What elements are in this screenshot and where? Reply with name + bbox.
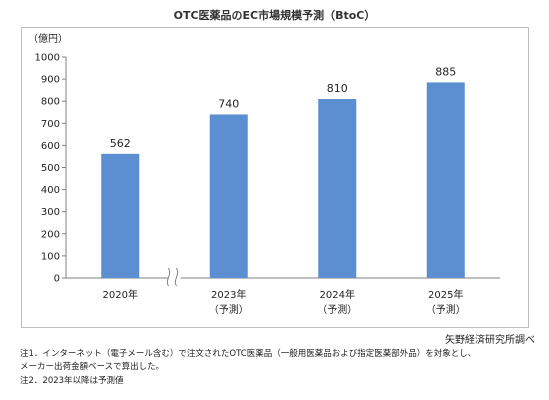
axis-break-line-right (174, 267, 179, 287)
y-tick-label: 200 (41, 229, 60, 240)
y-tick-label: 0 (54, 274, 60, 285)
y-ticks: 0 100 200 300 400 500 600 700 800 900 1000 (35, 53, 66, 285)
axis-break-line-left (166, 267, 171, 287)
bars (101, 82, 465, 279)
x-tick-sublabel: （予測） (317, 303, 357, 316)
y-tick-label: 1000 (35, 53, 60, 64)
x-tick-labels: 2020年 2023年 （予測） 2024年 （予測） 2025年 （予測） (103, 288, 466, 316)
y-tick-label: 900 (41, 75, 60, 86)
bar (209, 114, 248, 279)
note-1-line-1: 注1．インターネット（電子メール含む）で注文されたOTC医薬品（一般用医薬品およ… (20, 349, 477, 359)
x-tick-label: 2024年 (320, 288, 355, 301)
x-tick-label: 2023年 (211, 288, 246, 301)
x-tick-sublabel: （予測） (426, 303, 466, 316)
y-tick-label: 400 (41, 185, 60, 196)
chart-frame (21, 27, 529, 328)
y-axis-label: （億円） (28, 32, 68, 45)
data-labels: 562 740 810 885 (110, 65, 457, 149)
x-tick-label: 2025年 (428, 288, 463, 301)
axis-break-gap (168, 268, 181, 288)
x-tick-label: 2020年 (103, 288, 138, 301)
y-tick-label: 300 (41, 207, 60, 218)
y-tick-label: 600 (41, 141, 60, 152)
y-tick-label: 100 (41, 251, 60, 262)
data-label: 740 (218, 97, 239, 110)
bar (426, 82, 465, 278)
chart-title: OTC医薬品のEC市場規模予測（BtoC） (173, 9, 376, 22)
data-label: 562 (110, 137, 131, 150)
note-1-line-2: メーカー出荷金額ベースで算出した。 (20, 362, 165, 372)
x-tick-sublabel: （予測） (209, 303, 249, 316)
y-tick-label: 700 (41, 119, 60, 130)
bar (318, 98, 357, 279)
y-tick-label: 800 (41, 97, 60, 108)
y-tick-label: 500 (41, 163, 60, 174)
note-2: 注2．2023年以降は予測値 (20, 376, 124, 386)
data-label: 810 (327, 82, 348, 95)
bar (101, 153, 140, 278)
data-label: 885 (435, 65, 456, 78)
source-credit: 矢野経済研究所調べ (445, 335, 535, 346)
axis-break-mark (166, 267, 181, 288)
